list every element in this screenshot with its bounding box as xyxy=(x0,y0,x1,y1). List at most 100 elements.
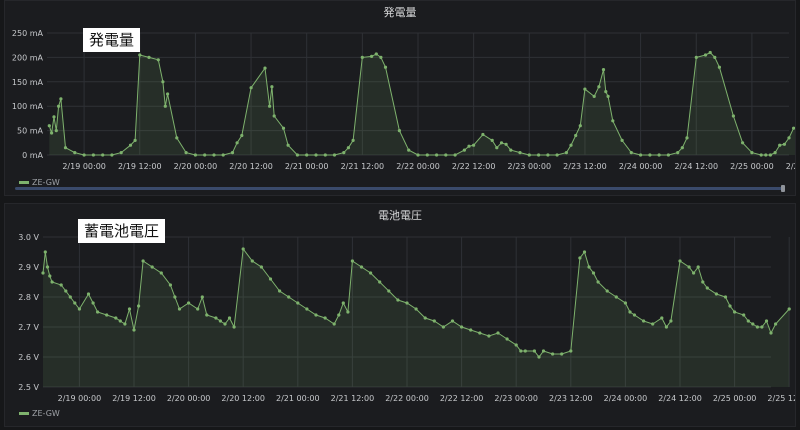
data-point xyxy=(514,343,518,347)
data-point xyxy=(578,256,582,260)
data-point xyxy=(518,151,522,155)
data-point xyxy=(305,153,309,157)
data-point xyxy=(462,148,466,152)
generation-scroll-handle[interactable] xyxy=(781,185,785,192)
data-point xyxy=(332,153,337,157)
data-point xyxy=(268,277,273,281)
data-point xyxy=(773,151,777,155)
data-point xyxy=(240,133,244,138)
data-point xyxy=(119,151,123,155)
data-point xyxy=(423,316,427,320)
data-point xyxy=(227,316,232,320)
data-point xyxy=(369,271,373,275)
data-point xyxy=(272,114,276,118)
data-point xyxy=(91,153,95,157)
legend-swatch-icon xyxy=(19,181,29,184)
generation-legend[interactable]: ZE-GW xyxy=(19,178,60,187)
data-point xyxy=(760,325,764,329)
data-point xyxy=(750,151,754,155)
data-point xyxy=(441,325,445,329)
data-point xyxy=(177,307,182,311)
data-point xyxy=(57,104,61,108)
data-point xyxy=(184,151,188,155)
data-point xyxy=(133,138,137,142)
data-point xyxy=(450,319,455,323)
data-point xyxy=(370,54,374,59)
data-point xyxy=(396,298,400,302)
data-point xyxy=(604,90,608,94)
data-point xyxy=(582,250,587,254)
data-point xyxy=(47,124,51,128)
data-point xyxy=(597,85,601,89)
data-point xyxy=(351,138,355,142)
x-tick-label: 2/21 00:00 xyxy=(276,394,320,403)
x-tick-label: 2/19 12:00 xyxy=(118,162,162,171)
x-tick-label: 2/19 00:00 xyxy=(58,394,102,403)
data-point xyxy=(560,352,564,356)
y-tick-label: 2.8 V xyxy=(18,293,39,302)
x-tick-label: 2/23 00:00 xyxy=(494,394,538,403)
data-point xyxy=(499,141,504,145)
data-point xyxy=(138,53,142,57)
data-point xyxy=(73,151,77,155)
data-point xyxy=(537,153,541,157)
data-point xyxy=(114,316,118,320)
data-point xyxy=(768,153,773,157)
data-point xyxy=(68,295,72,299)
data-point xyxy=(703,53,708,57)
data-point xyxy=(337,313,341,317)
data-point xyxy=(166,92,170,96)
data-point xyxy=(639,153,643,157)
data-point xyxy=(249,86,253,90)
x-tick-label: 2/25 00:00 xyxy=(713,394,757,403)
x-tick-label: 2/20 00:00 xyxy=(174,162,218,171)
generation-legend-label: ZE-GW xyxy=(32,178,60,187)
data-point xyxy=(73,301,77,305)
data-point xyxy=(286,143,290,147)
data-point xyxy=(45,265,50,269)
data-point xyxy=(676,151,680,155)
data-point xyxy=(532,349,537,353)
battery-chart: 2.5 V 2.6 V 2.7 V 2.8 V 2.9 V 3.0 V 2/19 00:00… xyxy=(18,233,795,403)
data-point xyxy=(601,68,606,72)
battery-legend[interactable]: ZE-GW xyxy=(19,409,60,418)
data-point xyxy=(196,307,200,311)
data-point xyxy=(123,322,127,326)
data-point xyxy=(714,292,719,296)
data-point xyxy=(287,295,291,299)
data-point xyxy=(583,87,587,91)
x-tick-label: 2/25 00:00 xyxy=(730,162,774,171)
data-point xyxy=(159,271,163,275)
generation-panel-title[interactable]: 発電量 xyxy=(383,6,417,19)
data-point xyxy=(200,295,204,299)
data-point xyxy=(787,307,791,311)
y-tick-label: 250 mA xyxy=(12,29,44,38)
data-point xyxy=(505,337,509,341)
data-point xyxy=(64,289,68,293)
data-point xyxy=(91,301,95,305)
data-point xyxy=(132,328,136,332)
data-point xyxy=(137,304,141,308)
data-point xyxy=(346,146,350,150)
generation-scrollbar[interactable] xyxy=(15,185,785,192)
data-point xyxy=(230,151,235,155)
battery-panel-title[interactable]: 電池電圧 xyxy=(378,209,422,222)
data-point xyxy=(414,307,418,311)
data-point xyxy=(792,126,795,130)
data-point xyxy=(648,153,652,157)
data-point xyxy=(128,143,133,147)
x-tick-label: 2/22 00:00 xyxy=(385,394,429,403)
data-point xyxy=(96,310,100,314)
data-point xyxy=(546,153,550,157)
data-point xyxy=(578,124,582,128)
data-point xyxy=(259,265,263,269)
data-point xyxy=(685,136,689,140)
data-point xyxy=(346,310,350,314)
data-point xyxy=(642,319,646,323)
data-point xyxy=(666,153,671,157)
data-point xyxy=(651,322,655,326)
x-tick-label: 2/21 12:00 xyxy=(341,162,385,171)
data-point xyxy=(453,153,457,157)
data-point xyxy=(156,58,160,62)
data-point xyxy=(59,283,63,287)
